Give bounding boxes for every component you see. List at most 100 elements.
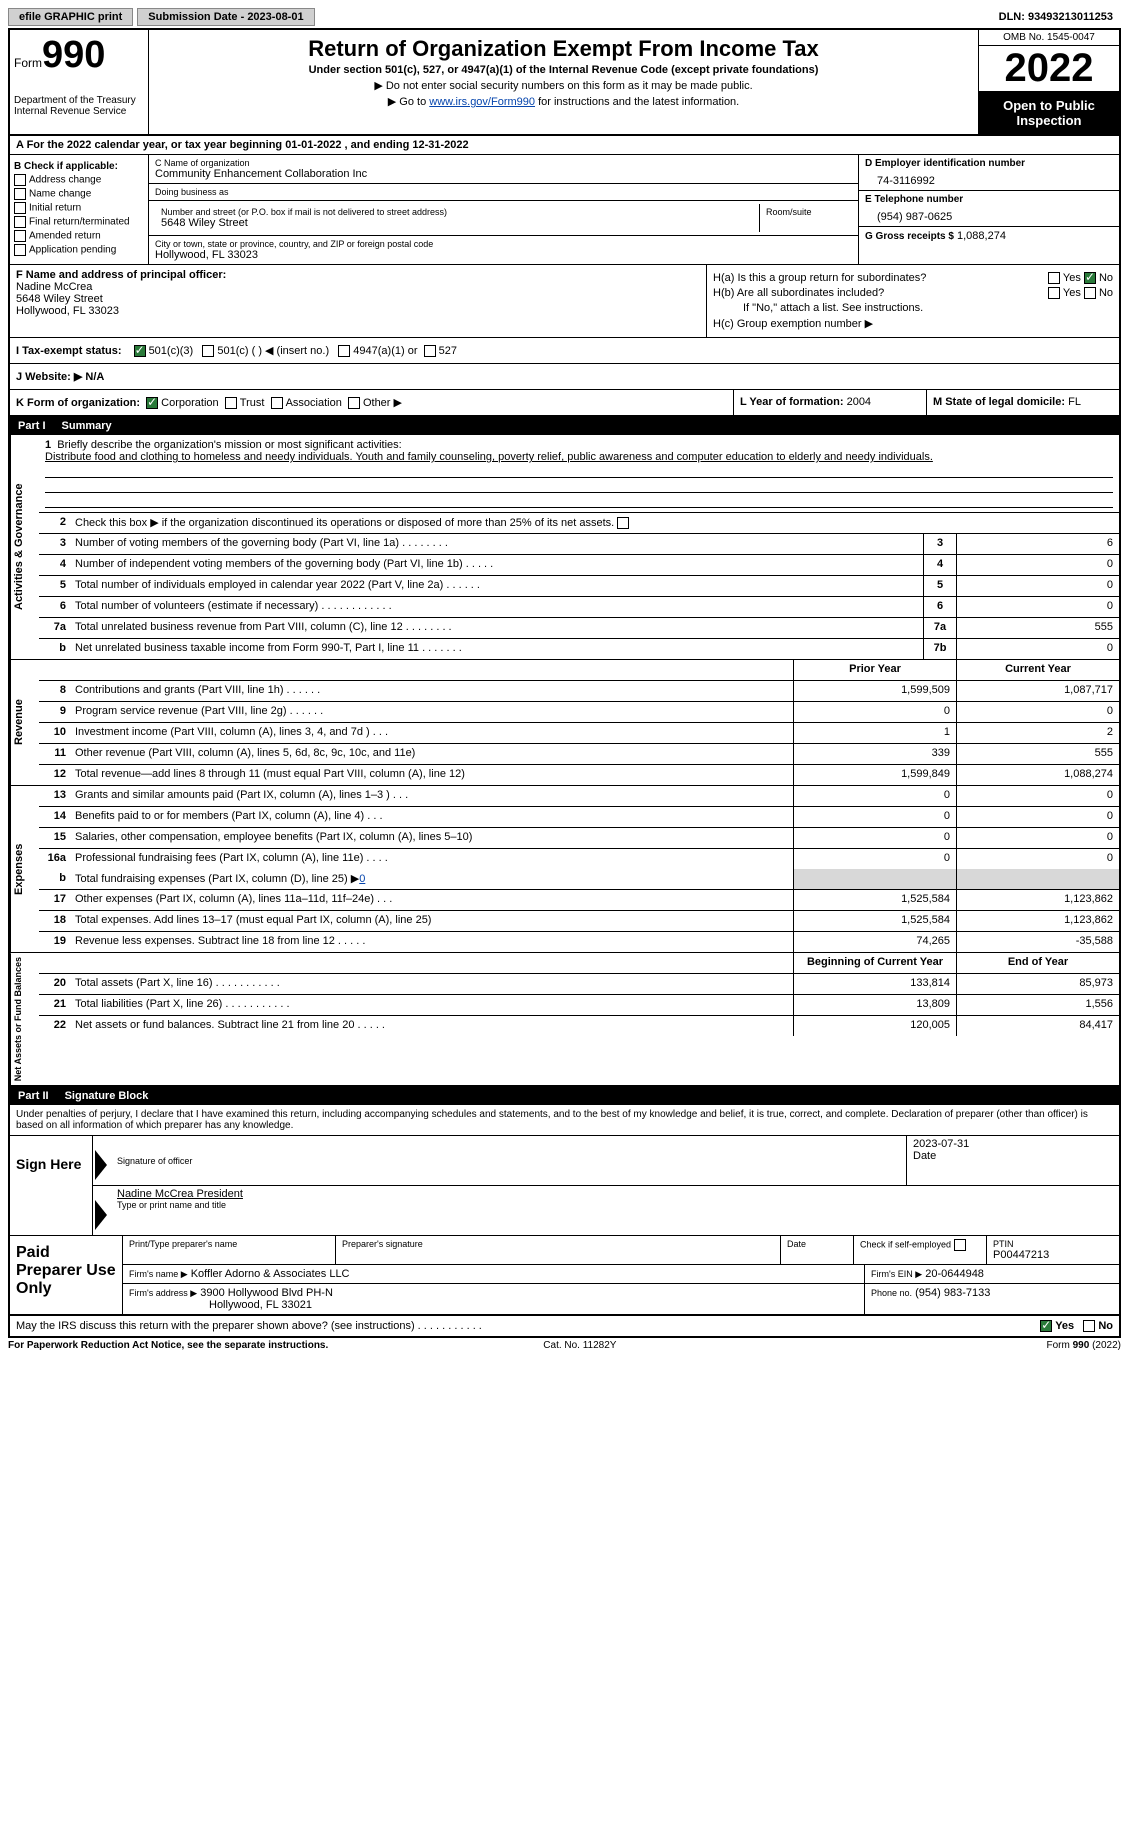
efile-button[interactable]: efile GRAPHIC print bbox=[8, 8, 133, 26]
side-revenue: Revenue bbox=[10, 660, 39, 785]
sig-officer-label: Signature of officer bbox=[117, 1156, 900, 1166]
sig-name-label: Type or print name and title bbox=[117, 1200, 1113, 1210]
discuss-no-checkbox[interactable] bbox=[1083, 1320, 1095, 1332]
arrow-icon-2 bbox=[93, 1186, 111, 1235]
side-net: Net Assets or Fund Balances bbox=[10, 953, 39, 1085]
part-2-num: Part II bbox=[18, 1090, 49, 1102]
open-inspection: Open to Public Inspection bbox=[979, 92, 1119, 134]
form-990: Form990 Department of the Treasury Inter… bbox=[8, 28, 1121, 1338]
net-header: Beginning of Current Year End of Year bbox=[39, 953, 1119, 974]
line-4: 4 Number of independent voting members o… bbox=[39, 555, 1119, 576]
rev-header: Prior Year Current Year bbox=[39, 660, 1119, 681]
form-label: Form bbox=[14, 56, 42, 70]
room-label: Room/suite bbox=[766, 207, 846, 217]
dept-treasury: Department of the Treasury bbox=[14, 95, 144, 106]
i-4947-checkbox[interactable] bbox=[338, 345, 350, 357]
part-1-title: Summary bbox=[62, 420, 112, 432]
i-label: I Tax-exempt status: bbox=[16, 345, 122, 357]
ein-cell: D Employer identification number 74-3116… bbox=[859, 155, 1119, 191]
l1-text: Distribute food and clothing to homeless… bbox=[45, 451, 933, 463]
org-name-cell: C Name of organization Community Enhance… bbox=[149, 155, 858, 184]
checkbox-initial[interactable] bbox=[14, 202, 26, 214]
ein-label: D Employer identification number bbox=[865, 158, 1113, 169]
revenue-content: Prior Year Current Year 8Contributions a… bbox=[39, 660, 1119, 785]
sig-date-cell: 2023-07-31 Date bbox=[906, 1136, 1119, 1185]
i-501c-checkbox[interactable] bbox=[202, 345, 214, 357]
line-7a: 7a Total unrelated business revenue from… bbox=[39, 618, 1119, 639]
line-7b: b Net unrelated business taxable income … bbox=[39, 639, 1119, 659]
phone-cell: E Telephone number (954) 987-0625 bbox=[859, 191, 1119, 227]
sign-here-right: Signature of officer 2023-07-31 Date Nad… bbox=[93, 1136, 1119, 1235]
k-trust-checkbox[interactable] bbox=[225, 397, 237, 409]
expenses-content: 13Grants and similar amounts paid (Part … bbox=[39, 786, 1119, 952]
goto-note: ▶ Go to www.irs.gov/Form990 for instruct… bbox=[153, 95, 974, 108]
checkbox-address[interactable] bbox=[14, 174, 26, 186]
cat-no: Cat. No. 11282Y bbox=[543, 1340, 616, 1351]
ein-value: 74-3116992 bbox=[865, 175, 1113, 187]
line-6: 6 Total number of volunteers (estimate i… bbox=[39, 597, 1119, 618]
hc-label: H(c) Group exemption number ▶ bbox=[713, 317, 873, 330]
hb-label: H(b) Are all subordinates included? bbox=[713, 287, 1048, 299]
k-corp-checkbox[interactable] bbox=[146, 397, 158, 409]
table-row: 17Other expenses (Part IX, column (A), l… bbox=[39, 890, 1119, 911]
discuss-row: May the IRS discuss this return with the… bbox=[10, 1316, 1119, 1336]
street-left: Number and street (or P.O. box if mail i… bbox=[155, 204, 760, 232]
hb-yes-checkbox[interactable] bbox=[1048, 287, 1060, 299]
checkbox-final[interactable] bbox=[14, 216, 26, 228]
hb-no-checkbox[interactable] bbox=[1084, 287, 1096, 299]
org-name: Community Enhancement Collaboration Inc bbox=[155, 168, 852, 180]
table-row: 15Salaries, other compensation, employee… bbox=[39, 828, 1119, 849]
l2-checkbox[interactable] bbox=[617, 517, 629, 529]
top-bar: efile GRAPHIC print Submission Date - 20… bbox=[8, 8, 1121, 26]
city-value: Hollywood, FL 33023 bbox=[155, 249, 852, 261]
sig-date-value: 2023-07-31 bbox=[913, 1138, 1113, 1150]
b-opt-address: Address change bbox=[14, 174, 144, 186]
gross-label: G Gross receipts $ bbox=[865, 231, 954, 242]
ptin-cell: PTINP00447213 bbox=[987, 1236, 1119, 1264]
checkbox-name[interactable] bbox=[14, 188, 26, 200]
checkbox-amended[interactable] bbox=[14, 230, 26, 242]
self-emp-cell: Check if self-employed bbox=[854, 1236, 987, 1264]
ha-no-checkbox[interactable] bbox=[1084, 272, 1096, 284]
tax-year: 2022 bbox=[979, 46, 1119, 92]
i-501c3-checkbox[interactable] bbox=[134, 345, 146, 357]
submission-date: Submission Date - 2023-08-01 bbox=[137, 8, 314, 26]
firm-phone-cell: Phone no. (954) 983-7133 bbox=[865, 1284, 1119, 1314]
form-subtitle: Under section 501(c), 527, or 4947(a)(1)… bbox=[153, 64, 974, 76]
form-title: Return of Organization Exempt From Incom… bbox=[153, 36, 974, 62]
prep-date-cell: Date bbox=[781, 1236, 854, 1264]
checkbox-app[interactable] bbox=[14, 244, 26, 256]
l16b-link[interactable]: 0 bbox=[359, 873, 365, 885]
hb-note: If "No," attach a list. See instructions… bbox=[713, 302, 1113, 314]
l1-label: Briefly describe the organization's miss… bbox=[57, 439, 401, 451]
irs-link[interactable]: www.irs.gov/Form990 bbox=[429, 96, 535, 108]
discuss-yes-checkbox[interactable] bbox=[1040, 1320, 1052, 1332]
section-fh: F Name and address of principal officer:… bbox=[10, 265, 1119, 338]
street-cell: Number and street (or P.O. box if mail i… bbox=[149, 201, 858, 236]
k-assoc-checkbox[interactable] bbox=[271, 397, 283, 409]
paid-right: Print/Type preparer's name Preparer's si… bbox=[123, 1236, 1119, 1314]
officer-name: Nadine McCrea bbox=[16, 281, 700, 293]
b-opt-final: Final return/terminated bbox=[14, 216, 144, 228]
line-16b: b Total fundraising expenses (Part IX, c… bbox=[39, 869, 1119, 890]
blank-line-2 bbox=[45, 478, 1113, 493]
officer-street: 5648 Wiley Street bbox=[16, 293, 700, 305]
ha-label: H(a) Is this a group return for subordin… bbox=[713, 272, 1048, 284]
table-row: 19Revenue less expenses. Subtract line 1… bbox=[39, 932, 1119, 952]
form-header: Form990 Department of the Treasury Inter… bbox=[10, 30, 1119, 136]
form-ref: Form 990 (2022) bbox=[1047, 1340, 1121, 1351]
form-number: 990 bbox=[42, 34, 105, 76]
self-emp-checkbox[interactable] bbox=[954, 1239, 966, 1251]
phone-label: E Telephone number bbox=[865, 194, 1113, 205]
sign-here-label: Sign Here bbox=[10, 1136, 93, 1235]
activities-content: 1 Briefly describe the organization's mi… bbox=[39, 435, 1119, 659]
k-other-checkbox[interactable] bbox=[348, 397, 360, 409]
section-f: F Name and address of principal officer:… bbox=[10, 265, 707, 337]
m-cell: M State of legal domicile: FL bbox=[927, 390, 1119, 415]
prep-sig-cell: Preparer's signature bbox=[336, 1236, 781, 1264]
part-2-header: Part II Signature Block bbox=[10, 1087, 1119, 1105]
part-1-num: Part I bbox=[18, 420, 46, 432]
header-left: Form990 Department of the Treasury Inter… bbox=[10, 30, 149, 134]
i-527-checkbox[interactable] bbox=[424, 345, 436, 357]
ha-yes-checkbox[interactable] bbox=[1048, 272, 1060, 284]
